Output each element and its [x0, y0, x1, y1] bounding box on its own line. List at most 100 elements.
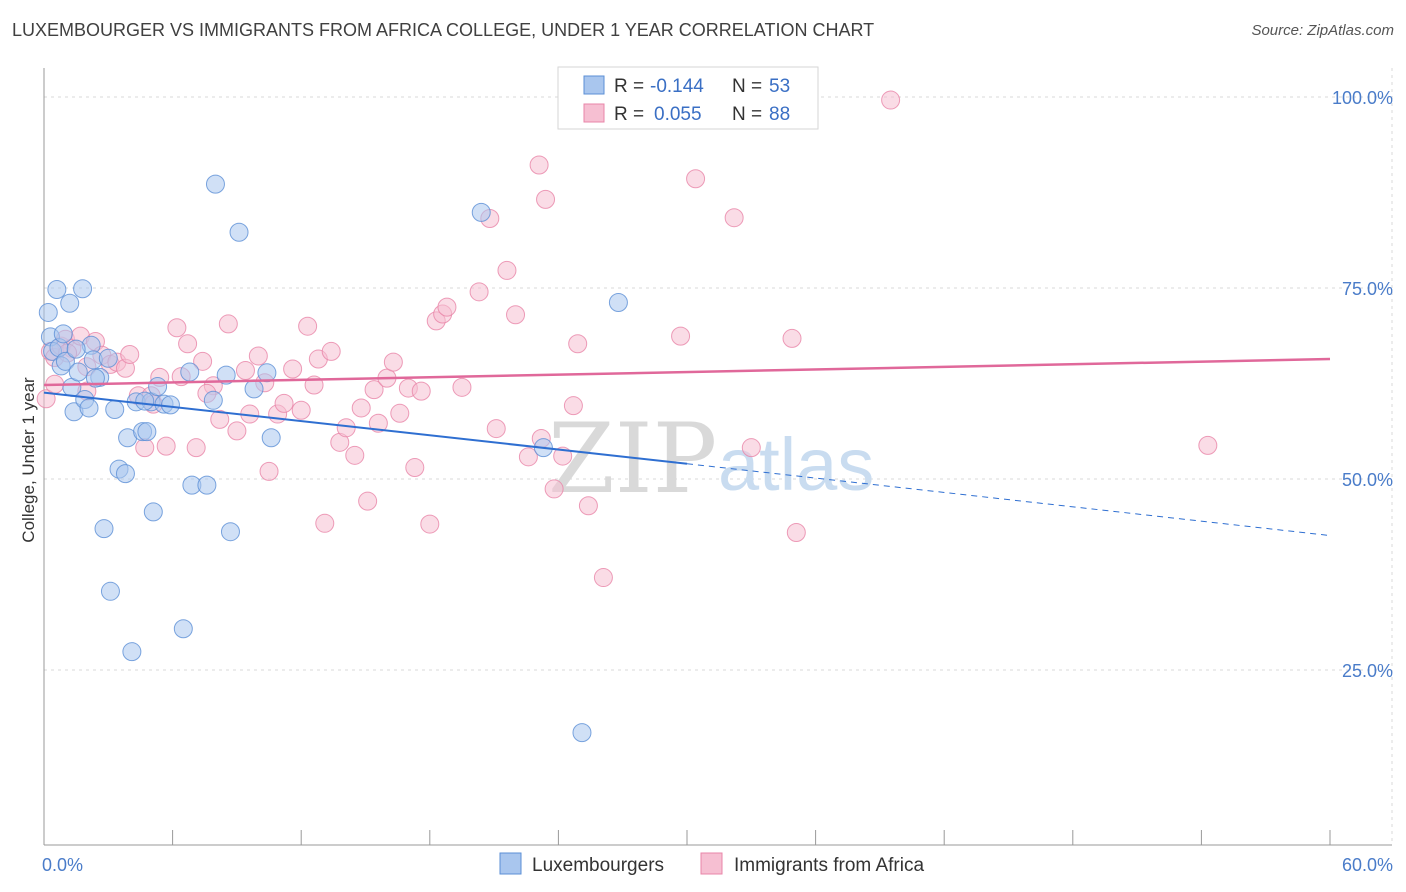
bottom-legend-pink-label: Immigrants from Africa: [734, 855, 924, 876]
data-point: [291, 400, 311, 420]
data-point: [229, 222, 249, 242]
data-point: [79, 398, 99, 418]
data-point: [180, 362, 200, 382]
data-point: [469, 282, 489, 302]
data-point: [405, 458, 425, 478]
data-point: [563, 396, 583, 416]
data-point: [105, 399, 125, 419]
y-tick-label: 100.0%: [1332, 88, 1393, 108]
data-point: [173, 619, 193, 639]
data-point: [156, 436, 176, 456]
data-point: [143, 502, 163, 522]
data-point: [261, 428, 281, 448]
data-point: [244, 379, 264, 399]
data-point: [257, 363, 277, 383]
data-point: [100, 581, 120, 601]
data-point: [497, 260, 517, 280]
legend-blue-swatch: [583, 75, 605, 95]
y-tick-label: 25.0%: [1342, 661, 1393, 681]
bottom-legend: Luxembourgers Immigrants from Africa: [499, 852, 924, 876]
legend-blue-r-label: R =: [614, 76, 644, 97]
x-tick-label-min: 0.0%: [42, 855, 83, 875]
y-tick-label: 75.0%: [1342, 279, 1393, 299]
data-point: [73, 279, 93, 299]
data-point: [220, 522, 240, 542]
data-point: [135, 438, 155, 458]
data-point: [55, 351, 75, 371]
data-point: [529, 155, 549, 175]
data-point: [1198, 435, 1218, 455]
watermark-atlas: atlas: [718, 423, 874, 506]
data-point: [572, 723, 592, 743]
data-point: [148, 377, 168, 397]
data-point: [364, 380, 384, 400]
data-point: [568, 334, 588, 354]
data-point: [38, 302, 58, 322]
data-point: [298, 316, 318, 336]
source-label: Source: ZipAtlas.com: [1251, 22, 1394, 39]
y-tick-label: 50.0%: [1342, 470, 1393, 490]
data-point: [115, 464, 135, 484]
bottom-legend-pink-swatch: [700, 852, 723, 875]
legend-pink-n-label: N =: [732, 104, 762, 125]
data-point: [47, 280, 67, 300]
data-point: [235, 361, 255, 381]
data-point: [368, 413, 388, 433]
data-point: [351, 398, 371, 418]
data-point: [98, 348, 118, 368]
data-point: [203, 390, 223, 410]
data-point: [686, 169, 706, 189]
data-point: [137, 422, 157, 442]
watermark-zip: ZIP: [548, 403, 717, 515]
data-point: [345, 445, 365, 465]
data-point: [358, 491, 378, 511]
data-point: [786, 522, 806, 542]
data-point: [411, 381, 431, 401]
bottom-legend-blue-swatch: [499, 852, 522, 875]
data-point: [724, 208, 744, 228]
data-point: [120, 344, 140, 364]
data-point: [53, 324, 73, 344]
data-point: [94, 519, 114, 539]
data-point: [881, 90, 901, 110]
trend-lines: [43, 357, 1331, 537]
data-point: [68, 362, 88, 382]
data-point: [60, 293, 80, 313]
data-point: [471, 202, 491, 222]
data-point: [197, 475, 217, 495]
legend-pink-r-value: 0.055: [654, 104, 702, 125]
legend-blue-n-label: N =: [732, 76, 762, 97]
data-point: [227, 421, 247, 441]
data-point: [193, 351, 213, 371]
legend-pink-swatch: [583, 103, 605, 123]
data-point: [160, 395, 180, 415]
data-point: [452, 377, 472, 397]
series-luxembourgers: [38, 174, 628, 743]
data-point: [135, 391, 155, 411]
trend-line-luxembourgers-extrapolated: [686, 463, 1331, 537]
tick-labels: 100.0% 75.0% 50.0% 25.0% 0.0% 60.0%: [42, 88, 1393, 875]
y-axis-label: College, Under 1 year: [19, 377, 38, 543]
data-point: [321, 341, 341, 361]
data-point: [315, 513, 335, 533]
legend-pink-r-label: R =: [614, 104, 644, 125]
data-point: [782, 328, 802, 348]
data-point: [122, 642, 142, 662]
legend-box: R = -0.144 N = 53 R = 0.055 N = 88: [557, 66, 819, 130]
data-point: [248, 346, 268, 366]
data-point: [178, 334, 198, 354]
data-point: [741, 438, 761, 458]
x-tick-label-max: 60.0%: [1342, 855, 1393, 875]
bottom-legend-blue-label: Luxembourgers: [532, 855, 664, 876]
axes: [43, 68, 1392, 846]
data-point: [205, 174, 225, 194]
data-point: [66, 339, 86, 359]
data-point: [578, 496, 598, 516]
trend-line-luxembourgers: [43, 391, 688, 465]
data-point: [671, 326, 691, 346]
data-point: [506, 305, 526, 325]
chart-title: LUXEMBOURGER VS IMMIGRANTS FROM AFRICA C…: [12, 20, 875, 40]
data-point: [186, 438, 206, 458]
data-point: [274, 393, 294, 413]
